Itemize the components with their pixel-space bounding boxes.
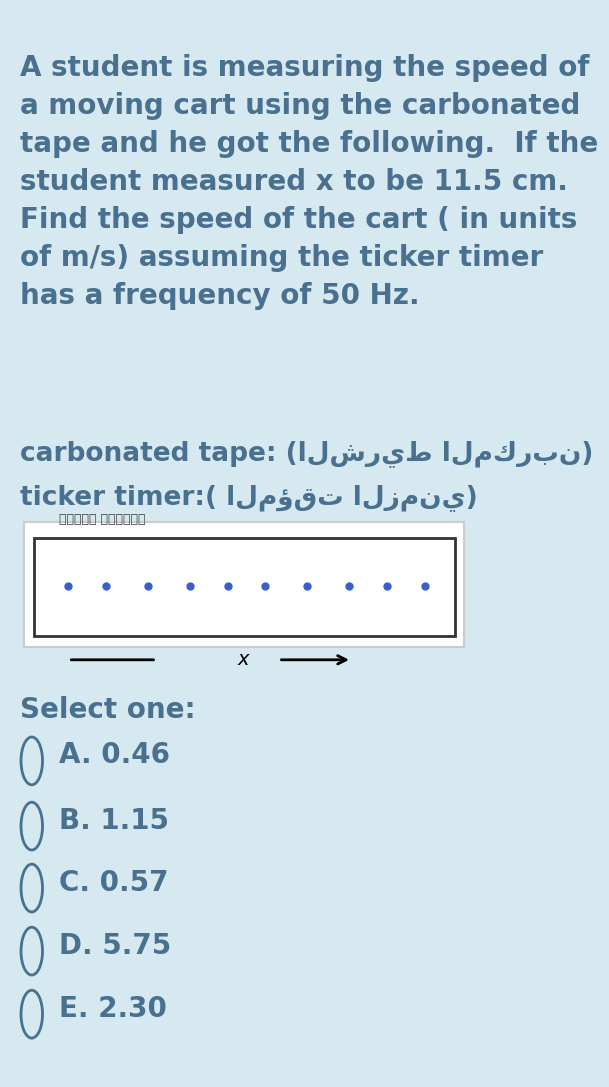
Text: D. 5.75: D. 5.75 bbox=[58, 932, 171, 960]
Text: $x$: $x$ bbox=[238, 650, 252, 670]
Text: C. 0.57: C. 0.57 bbox=[58, 869, 168, 897]
Text: بداية الشريط: بداية الشريط bbox=[58, 513, 145, 526]
FancyBboxPatch shape bbox=[34, 538, 454, 636]
Text: ticker timer:( المؤقت الزمني): ticker timer:( المؤقت الزمني) bbox=[19, 484, 477, 511]
Text: B. 1.15: B. 1.15 bbox=[58, 807, 169, 835]
Text: Select one:: Select one: bbox=[19, 696, 195, 724]
Text: carbonated tape: (الشريط المكربن): carbonated tape: (الشريط المكربن) bbox=[19, 440, 593, 467]
Text: E. 2.30: E. 2.30 bbox=[58, 995, 166, 1023]
FancyBboxPatch shape bbox=[24, 522, 464, 647]
Text: A. 0.46: A. 0.46 bbox=[58, 741, 170, 770]
Text: A student is measuring the speed of
a moving cart using the carbonated
tape and : A student is measuring the speed of a mo… bbox=[19, 54, 598, 310]
